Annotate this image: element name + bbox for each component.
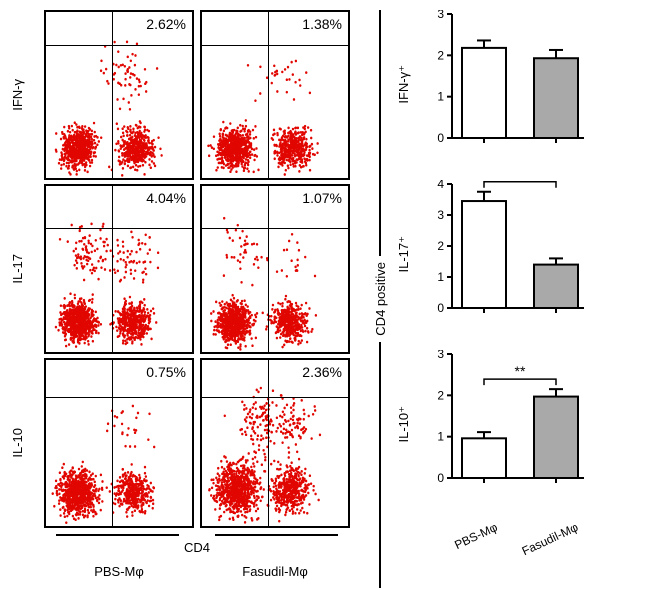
figure-root: IFN-γ 2.62% 1.38% IL-17 4.04% 1.07% IL-10 0.75%… bbox=[10, 10, 640, 588]
scatter-pct: 0.75% bbox=[146, 364, 186, 380]
scatter-xaxis: CD4 bbox=[44, 532, 350, 560]
scatter-col-caption: PBS-Mφ bbox=[44, 564, 194, 588]
scatter-col-caption: Fasudil-Mφ bbox=[200, 564, 350, 588]
scatter-xaxis-label: CD4 bbox=[184, 540, 210, 555]
bar-chart: IFN-γ⁺0123 bbox=[396, 10, 588, 158]
bar-column: IFN-γ⁺0123 IL-17⁺01234*** IL-10⁺0123** PBS-… bbox=[396, 10, 588, 588]
scatter-plot: 4.04% bbox=[44, 184, 194, 354]
scatter-plot: 2.62% bbox=[44, 10, 194, 180]
scatter-pct: 2.62% bbox=[146, 16, 186, 32]
scatter-ylabel: IL-17 bbox=[10, 254, 38, 284]
bar-xlabels: PBS-MφFasudil-Mφ bbox=[448, 520, 588, 534]
scatter-ylabel: IFN-γ bbox=[10, 79, 38, 111]
bar-panel: CD4 positive IFN-γ⁺0123IL-17⁺01234***IL-… bbox=[370, 10, 588, 588]
bar-xlabel: PBS-Mφ bbox=[452, 520, 499, 552]
scatter-plot: 0.75% bbox=[44, 358, 194, 528]
scatter-pct: 1.38% bbox=[302, 16, 342, 32]
bar-ylabel: IFN-γ⁺ bbox=[396, 65, 414, 104]
scatter-plot: 1.38% bbox=[200, 10, 350, 180]
cd4-positive-rule: CD4 positive bbox=[370, 10, 390, 588]
bar-chart: IL-17⁺01234*** bbox=[396, 180, 588, 328]
scatter-grid: IFN-γ 2.62% 1.38% IL-17 4.04% 1.07% IL-10 0.75%… bbox=[10, 10, 350, 588]
bar-chart: IL-10⁺0123** bbox=[396, 350, 588, 498]
scatter-pct: 2.36% bbox=[302, 364, 342, 380]
cd4-positive-label: CD4 positive bbox=[373, 256, 388, 342]
scatter-plot: 1.07% bbox=[200, 184, 350, 354]
bar-ylabel: IL-10⁺ bbox=[396, 406, 414, 443]
scatter-ylabel: IL-10 bbox=[10, 428, 38, 458]
bar-xlabel: Fasudil-Mφ bbox=[519, 520, 580, 558]
scatter-pct: 4.04% bbox=[146, 190, 186, 206]
scatter-pct: 1.07% bbox=[302, 190, 342, 206]
bar-ylabel: IL-17⁺ bbox=[396, 236, 414, 273]
scatter-plot: 2.36% bbox=[200, 358, 350, 528]
